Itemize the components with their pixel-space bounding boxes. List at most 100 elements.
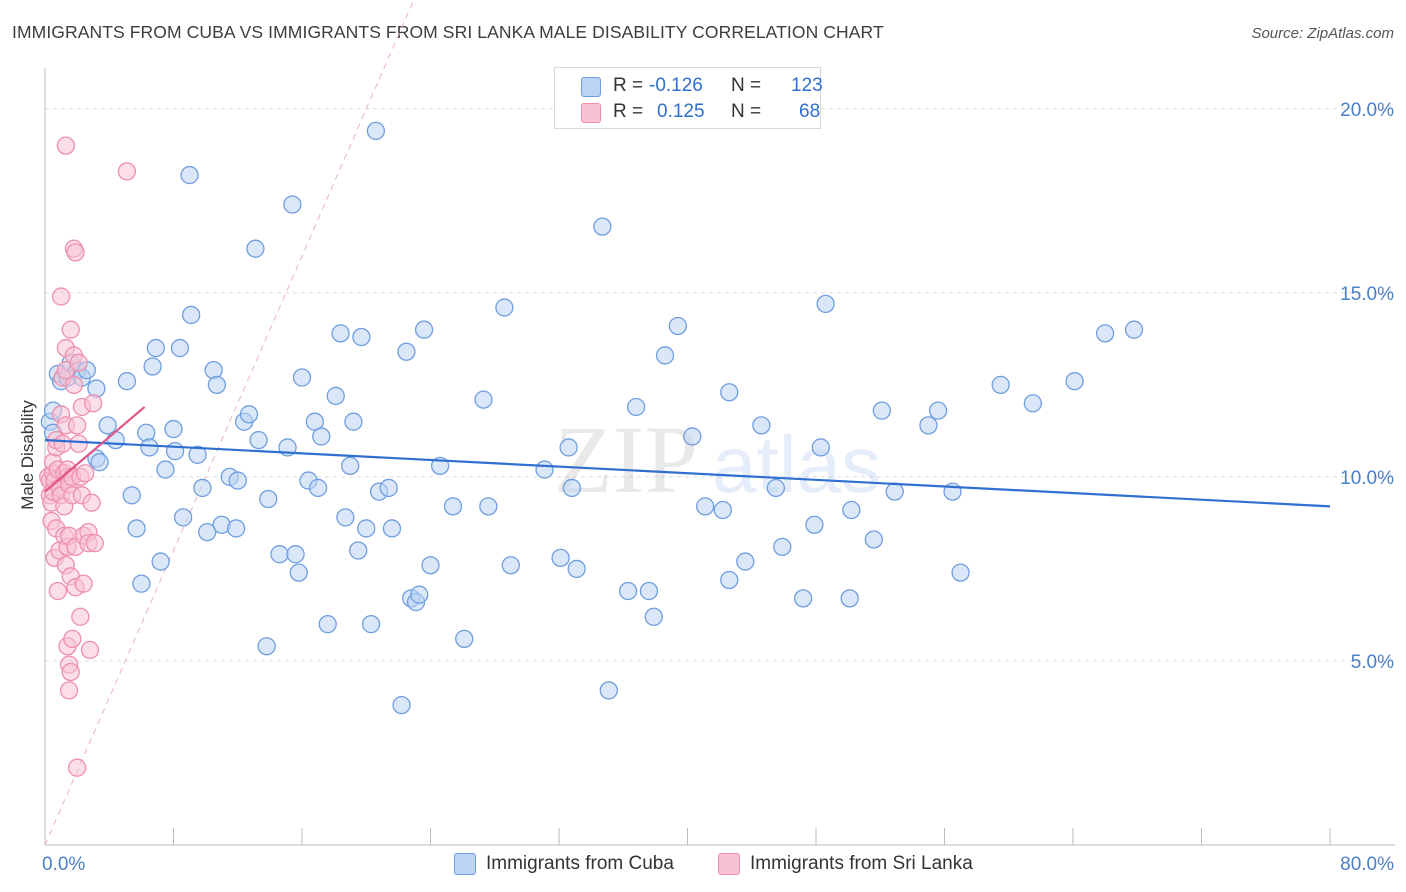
point-cuba xyxy=(117,372,137,391)
y-axis-title: Male Disability xyxy=(18,400,37,510)
y-tick-label: 20.0% xyxy=(1340,100,1394,121)
point-cuba xyxy=(599,681,618,700)
point-cuba xyxy=(562,478,581,498)
point-cuba xyxy=(90,453,109,472)
point-cuba xyxy=(668,316,688,336)
point-srilanka xyxy=(61,320,80,339)
legend-n-value: 123 xyxy=(791,75,823,96)
point-cuba xyxy=(805,515,824,534)
point-cuba xyxy=(1065,372,1084,391)
diagonal-reference-line xyxy=(44,0,415,846)
point-cuba xyxy=(928,401,948,420)
point-cuba xyxy=(736,552,755,571)
point-cuba xyxy=(479,497,498,516)
legend-r-label: R = xyxy=(613,75,644,96)
axes xyxy=(44,68,1395,846)
point-cuba xyxy=(132,574,151,593)
point-cuba xyxy=(292,368,312,387)
point-cuba xyxy=(226,519,246,538)
legend-r-value: -0.126 xyxy=(649,75,703,96)
point-cuba xyxy=(752,416,771,435)
point-cuba xyxy=(228,471,247,490)
point-cuba xyxy=(501,556,520,575)
point-cuba xyxy=(352,327,371,347)
point-cuba xyxy=(357,519,376,538)
reference-diagonal xyxy=(44,0,415,846)
point-cuba xyxy=(443,497,463,516)
point-cuba xyxy=(811,438,830,457)
point-srilanka xyxy=(64,375,84,395)
point-cuba xyxy=(239,405,259,424)
point-cuba xyxy=(170,338,190,358)
point-srilanka xyxy=(53,434,72,453)
tick-labels: 5.0% 10.0% 15.0% 20.0% 0.0% 80.0% xyxy=(42,100,1394,875)
point-cuba xyxy=(840,589,859,608)
point-srilanka xyxy=(85,534,104,553)
bottom-legend-swatch-srilanka xyxy=(718,853,740,875)
point-cuba xyxy=(773,537,792,556)
point-srilanka xyxy=(56,136,76,155)
point-cuba xyxy=(140,438,159,457)
point-cuba xyxy=(410,585,429,604)
point-cuba xyxy=(207,375,227,395)
point-cuba xyxy=(270,545,289,564)
point-cuba xyxy=(283,195,302,214)
point-srilanka xyxy=(51,287,71,306)
point-cuba xyxy=(919,416,938,435)
point-cuba xyxy=(173,508,193,527)
point-cuba xyxy=(1124,320,1144,339)
point-cuba xyxy=(864,530,883,549)
point-srilanka xyxy=(76,464,95,483)
point-cuba xyxy=(259,489,278,509)
point-cuba xyxy=(495,298,514,317)
point-cuba xyxy=(308,478,328,498)
bottom-legend-label-cuba: Immigrants from Cuba xyxy=(486,853,674,874)
point-cuba xyxy=(246,239,265,258)
point-cuba xyxy=(366,121,386,141)
legend-swatch-srilanka xyxy=(581,103,601,123)
point-cuba xyxy=(165,441,185,461)
point-cuba xyxy=(551,548,570,568)
trend-line-cuba xyxy=(44,438,1331,508)
point-srilanka xyxy=(66,243,85,262)
point-cuba xyxy=(87,379,106,398)
point-srilanka xyxy=(71,607,90,626)
point-cuba xyxy=(655,346,675,365)
legend-swatch-cuba xyxy=(581,77,601,97)
point-cuba xyxy=(193,478,212,498)
legend-n-label: N = xyxy=(731,101,762,122)
point-cuba xyxy=(249,430,268,450)
point-cuba xyxy=(1023,394,1042,413)
trend-lines xyxy=(44,406,1331,508)
point-cuba xyxy=(137,423,156,442)
point-cuba xyxy=(567,559,586,579)
correlation-legend: R = -0.126 N = 123 R = 0.125 N = 68 xyxy=(554,67,823,129)
legend-r-label: R = xyxy=(613,101,644,122)
bottom-legend-swatch-cuba xyxy=(454,853,476,875)
point-cuba xyxy=(122,486,141,505)
point-cuba xyxy=(98,416,117,435)
point-cuba xyxy=(455,629,474,649)
point-cuba xyxy=(991,375,1010,395)
point-srilanka xyxy=(69,434,88,453)
point-cuba xyxy=(312,427,331,446)
point-cuba xyxy=(639,581,659,601)
point-cuba xyxy=(382,519,402,538)
source-label: Source: ZipAtlas.com xyxy=(1251,25,1394,42)
point-cuba xyxy=(180,165,199,185)
point-cuba xyxy=(816,294,835,314)
point-cuba xyxy=(341,456,360,476)
point-cuba xyxy=(885,482,904,501)
point-cuba xyxy=(204,361,223,380)
point-cuba xyxy=(151,552,170,571)
point-cuba xyxy=(421,556,440,575)
point-cuba xyxy=(164,419,183,439)
point-cuba xyxy=(593,217,612,236)
point-cuba xyxy=(318,614,337,634)
point-cuba xyxy=(766,478,785,498)
legend-n-label: N = xyxy=(731,75,762,96)
point-cuba xyxy=(349,541,368,560)
legend-n-value: 68 xyxy=(799,101,821,122)
bottom-legend-label-srilanka: Immigrants from Sri Lanka xyxy=(750,853,973,874)
